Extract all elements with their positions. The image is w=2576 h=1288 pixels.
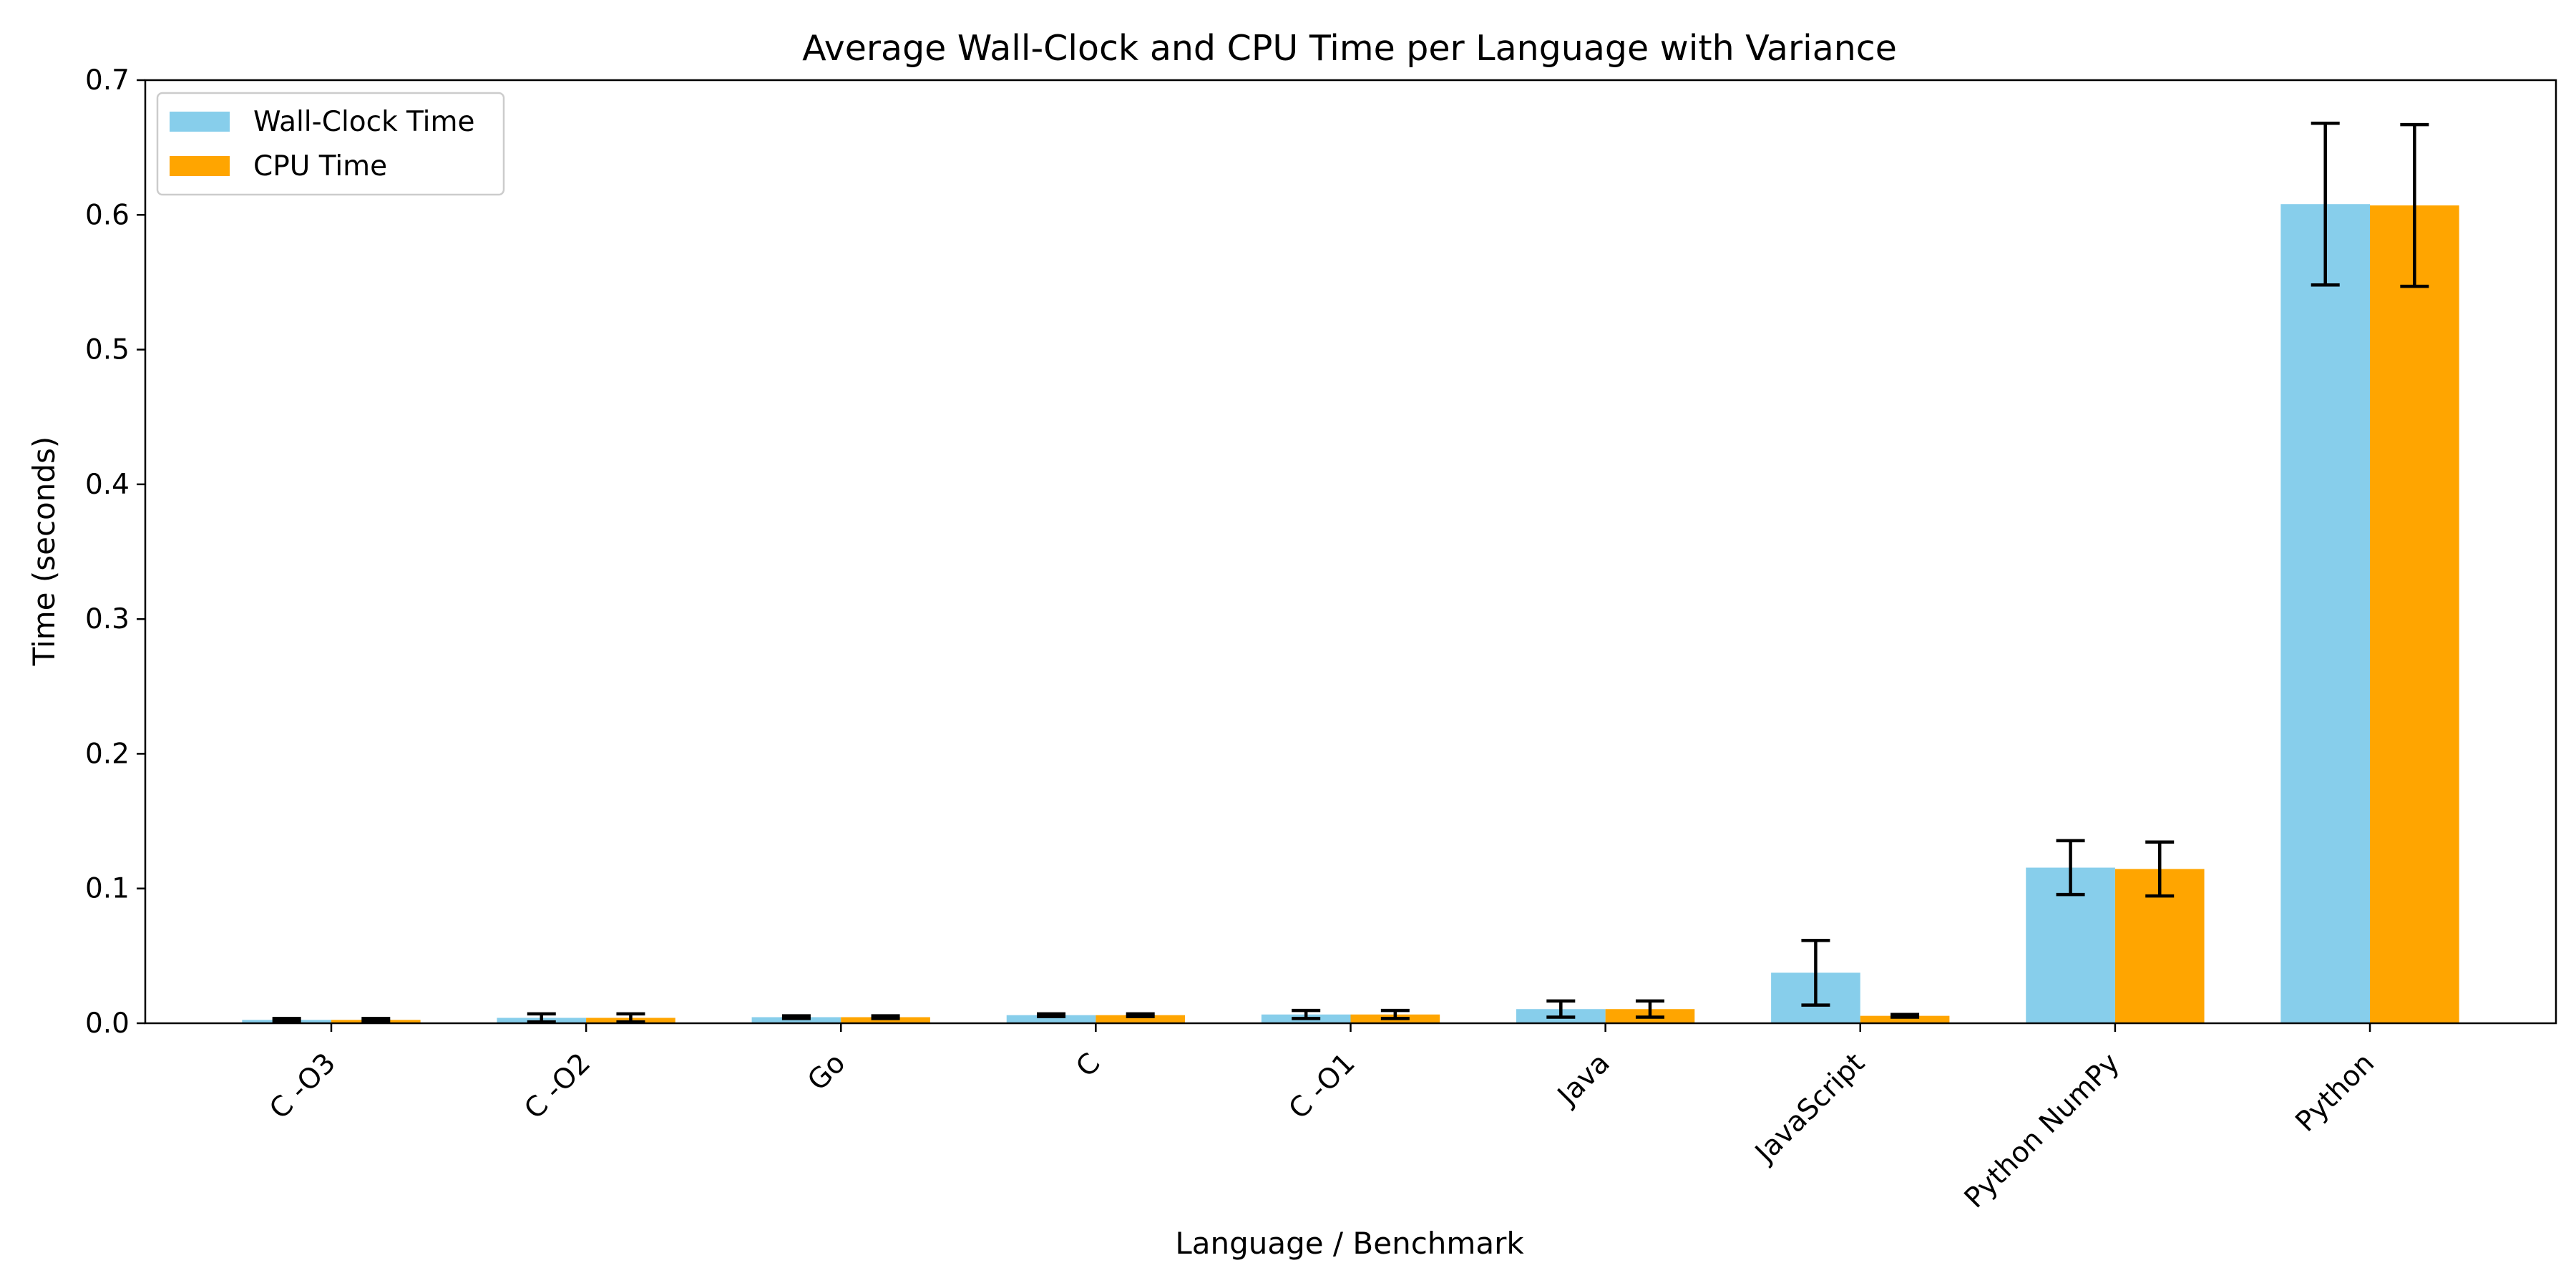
x-tick-label: Python NumPy <box>1958 1047 2126 1214</box>
bar <box>751 1017 841 1023</box>
x-tick-label: Java <box>1551 1047 1616 1113</box>
bar <box>1006 1015 1096 1023</box>
legend-swatch <box>170 156 230 176</box>
x-tick-label: C -O1 <box>1283 1047 1362 1126</box>
y-axis-label: Time (seconds) <box>26 436 62 667</box>
y-tick-label: 0.3 <box>85 603 130 635</box>
chart-title: Average Wall-Clock and CPU Time per Lang… <box>802 28 1897 69</box>
x-tick-label: Python <box>2290 1047 2381 1138</box>
bar <box>2370 205 2459 1023</box>
legend-box <box>156 92 505 196</box>
x-tick-label: C -O3 <box>263 1047 342 1126</box>
bar <box>2280 204 2371 1023</box>
y-tick-label: 0.4 <box>85 469 130 501</box>
x-axis-label: Language / Benchmark <box>1175 1226 1524 1261</box>
legend-swatch <box>170 112 230 132</box>
y-tick-label: 0.0 <box>85 1008 130 1040</box>
bar <box>1096 1015 1186 1023</box>
x-tick-label: C <box>1070 1047 1106 1083</box>
legend-label: Wall-Clock Time <box>253 106 475 138</box>
bar <box>1860 1015 1950 1023</box>
y-tick-label: 0.5 <box>85 334 130 366</box>
y-tick-label: 0.6 <box>85 199 130 231</box>
plot-area: 0.0 0.1 0.2 0.3 0.4 0.5 0.6 0.7 C -O3 C -O2 Go C C -… <box>85 64 2557 1214</box>
y-tick-label: 0.1 <box>85 873 130 905</box>
y-tick-label: 0.7 <box>85 64 130 97</box>
x-tick-label: JavaScript <box>1748 1047 1871 1170</box>
legend-label: CPU Time <box>253 150 387 182</box>
x-tick-label: C -O2 <box>518 1047 597 1126</box>
y-tick-label: 0.2 <box>85 738 130 770</box>
bar <box>841 1017 930 1023</box>
x-tick-label: Go <box>801 1047 852 1097</box>
